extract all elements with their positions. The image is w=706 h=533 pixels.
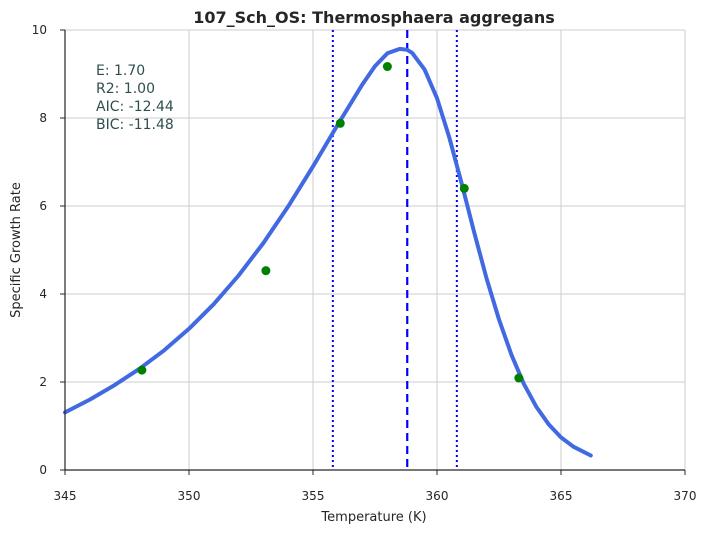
- x-tick-label: 360: [426, 489, 449, 503]
- stat-line: BIC: -11.48: [96, 117, 174, 133]
- data-point: [459, 183, 469, 193]
- data-points: [137, 62, 524, 383]
- guide-lines: [331, 30, 458, 470]
- y-tick-label: 6: [39, 199, 47, 213]
- grid: [64, 29, 686, 471]
- x-tick-label: 345: [54, 489, 77, 503]
- tick-labels: 345 350 355 360 365 370 0 2 4 6 8 10: [32, 23, 697, 503]
- y-tick-label: 0: [39, 463, 47, 477]
- chart-title: 107_Sch_OS: Thermosphaera aggregans: [193, 8, 554, 27]
- data-point: [261, 266, 271, 276]
- axes: [60, 29, 686, 475]
- x-axis-label: Temperature (K): [320, 510, 426, 525]
- y-tick-label: 2: [39, 375, 47, 389]
- x-tick-label: 365: [550, 489, 573, 503]
- data-point: [335, 118, 345, 128]
- fit-stats: E: 1.70 R2: 1.00 AIC: -12.44 BIC: -11.48: [96, 63, 174, 133]
- stat-line: R2: 1.00: [96, 81, 155, 97]
- data-point: [137, 365, 147, 375]
- x-tick-label: 350: [178, 489, 201, 503]
- x-tick-label: 355: [302, 489, 325, 503]
- y-tick-label: 10: [32, 23, 47, 37]
- y-tick-label: 8: [39, 111, 47, 125]
- stat-line: E: 1.70: [96, 63, 145, 79]
- y-axis-label: Specific Growth Rate: [9, 182, 24, 318]
- y-tick-label: 4: [39, 287, 47, 301]
- data-point: [514, 373, 524, 383]
- data-point: [382, 62, 392, 72]
- x-tick-label: 370: [674, 489, 697, 503]
- stat-line: AIC: -12.44: [96, 99, 174, 115]
